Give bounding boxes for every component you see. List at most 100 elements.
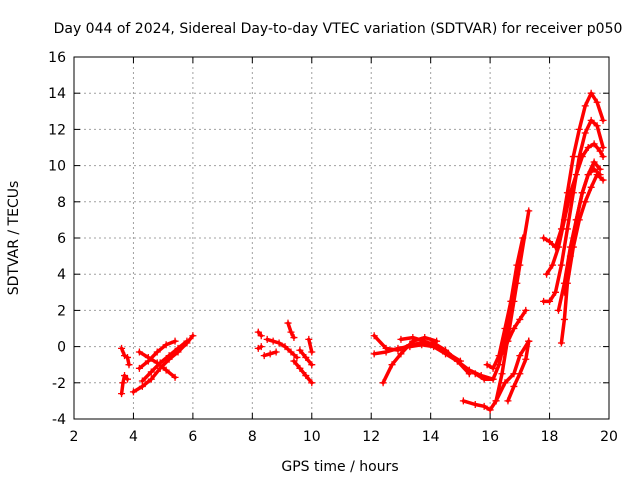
y-tick-label: 6 xyxy=(57,231,66,247)
data-point xyxy=(543,270,551,278)
data-point xyxy=(584,144,592,151)
data-point xyxy=(125,361,133,369)
data-point xyxy=(144,353,152,361)
data-point xyxy=(287,348,295,356)
data-point xyxy=(465,366,473,374)
series-track-12 xyxy=(290,357,316,387)
x-tick-label: 8 xyxy=(248,429,257,445)
series-trace xyxy=(119,346,131,367)
data-point xyxy=(560,315,568,323)
data-point xyxy=(119,379,127,387)
data-point xyxy=(572,171,580,179)
data-point xyxy=(171,373,179,381)
data-point xyxy=(153,348,161,356)
y-tick-label: 8 xyxy=(57,195,66,211)
data-point xyxy=(540,297,548,305)
data-point xyxy=(118,390,126,398)
data-point xyxy=(480,402,488,410)
series-track-18 xyxy=(397,334,464,365)
data-point xyxy=(290,357,298,365)
data-point xyxy=(189,332,197,340)
data-point xyxy=(519,234,527,242)
data-point xyxy=(162,341,170,349)
data-point xyxy=(513,261,521,269)
data-point xyxy=(421,337,429,345)
series-trace xyxy=(292,359,314,385)
x-tick-label: 16 xyxy=(481,429,499,445)
data-point xyxy=(590,158,598,166)
data-point xyxy=(525,207,533,215)
series-track-5 xyxy=(138,337,191,385)
data-point xyxy=(504,397,512,405)
data-point xyxy=(510,325,518,332)
x-axis-ticks: 2 4 6 8 10 12 14 16 18 20 xyxy=(70,57,618,445)
data-point xyxy=(566,189,574,197)
data-point xyxy=(486,406,494,414)
data-point xyxy=(433,343,441,351)
data-point xyxy=(183,337,191,345)
data-point xyxy=(489,375,497,383)
data-point xyxy=(308,348,316,356)
data-point xyxy=(302,372,310,380)
y-axis-label: SDTVAR / TECUs xyxy=(6,181,22,296)
y-tick-label: 4 xyxy=(57,267,66,283)
series-track-25 xyxy=(540,89,607,251)
data-point xyxy=(388,361,396,369)
data-point xyxy=(581,198,589,206)
data-series xyxy=(118,89,607,414)
data-point xyxy=(121,372,129,380)
data-point xyxy=(516,370,524,378)
series-track-27 xyxy=(543,140,607,278)
series-track-6 xyxy=(135,348,179,381)
series-trace xyxy=(140,339,189,383)
data-point xyxy=(171,337,179,345)
series-track-9 xyxy=(260,348,280,360)
x-tick-label: 4 xyxy=(129,429,138,445)
data-point xyxy=(281,343,289,351)
series-trace xyxy=(381,335,439,385)
data-point xyxy=(266,350,274,358)
data-point xyxy=(263,335,271,343)
data-point xyxy=(516,352,524,360)
data-point xyxy=(269,337,277,345)
data-point xyxy=(287,328,295,336)
y-tick-label: 2 xyxy=(57,303,66,319)
data-point xyxy=(581,129,589,137)
grid xyxy=(74,57,609,419)
series-track-2 xyxy=(118,372,131,398)
data-point xyxy=(459,397,467,405)
data-point xyxy=(397,335,405,343)
data-point xyxy=(370,332,378,340)
data-point xyxy=(563,225,571,233)
data-point xyxy=(596,147,604,155)
series-track-1 xyxy=(118,344,133,369)
chart-title: Day 044 of 2024, Sidereal Day-to-day VTE… xyxy=(54,21,623,37)
data-point xyxy=(587,183,595,191)
data-point xyxy=(510,382,518,390)
data-point xyxy=(257,343,265,351)
data-point xyxy=(593,98,601,106)
data-point xyxy=(379,379,387,387)
data-point xyxy=(599,116,607,124)
data-point xyxy=(489,364,497,372)
data-point xyxy=(513,279,521,287)
data-point xyxy=(370,350,378,358)
data-point xyxy=(162,366,170,374)
data-point xyxy=(308,379,316,387)
data-point xyxy=(569,153,577,161)
data-point xyxy=(552,288,559,296)
data-point xyxy=(546,297,554,305)
data-point xyxy=(522,306,530,314)
data-point xyxy=(504,337,512,345)
data-point xyxy=(308,361,316,369)
data-point xyxy=(599,176,607,184)
data-point xyxy=(560,288,568,296)
data-point xyxy=(596,171,604,179)
data-point xyxy=(566,252,574,260)
data-point xyxy=(578,189,586,197)
data-point xyxy=(501,379,509,387)
data-point xyxy=(296,364,304,372)
series-track-10 xyxy=(263,335,301,361)
series-track-14 xyxy=(305,335,316,356)
